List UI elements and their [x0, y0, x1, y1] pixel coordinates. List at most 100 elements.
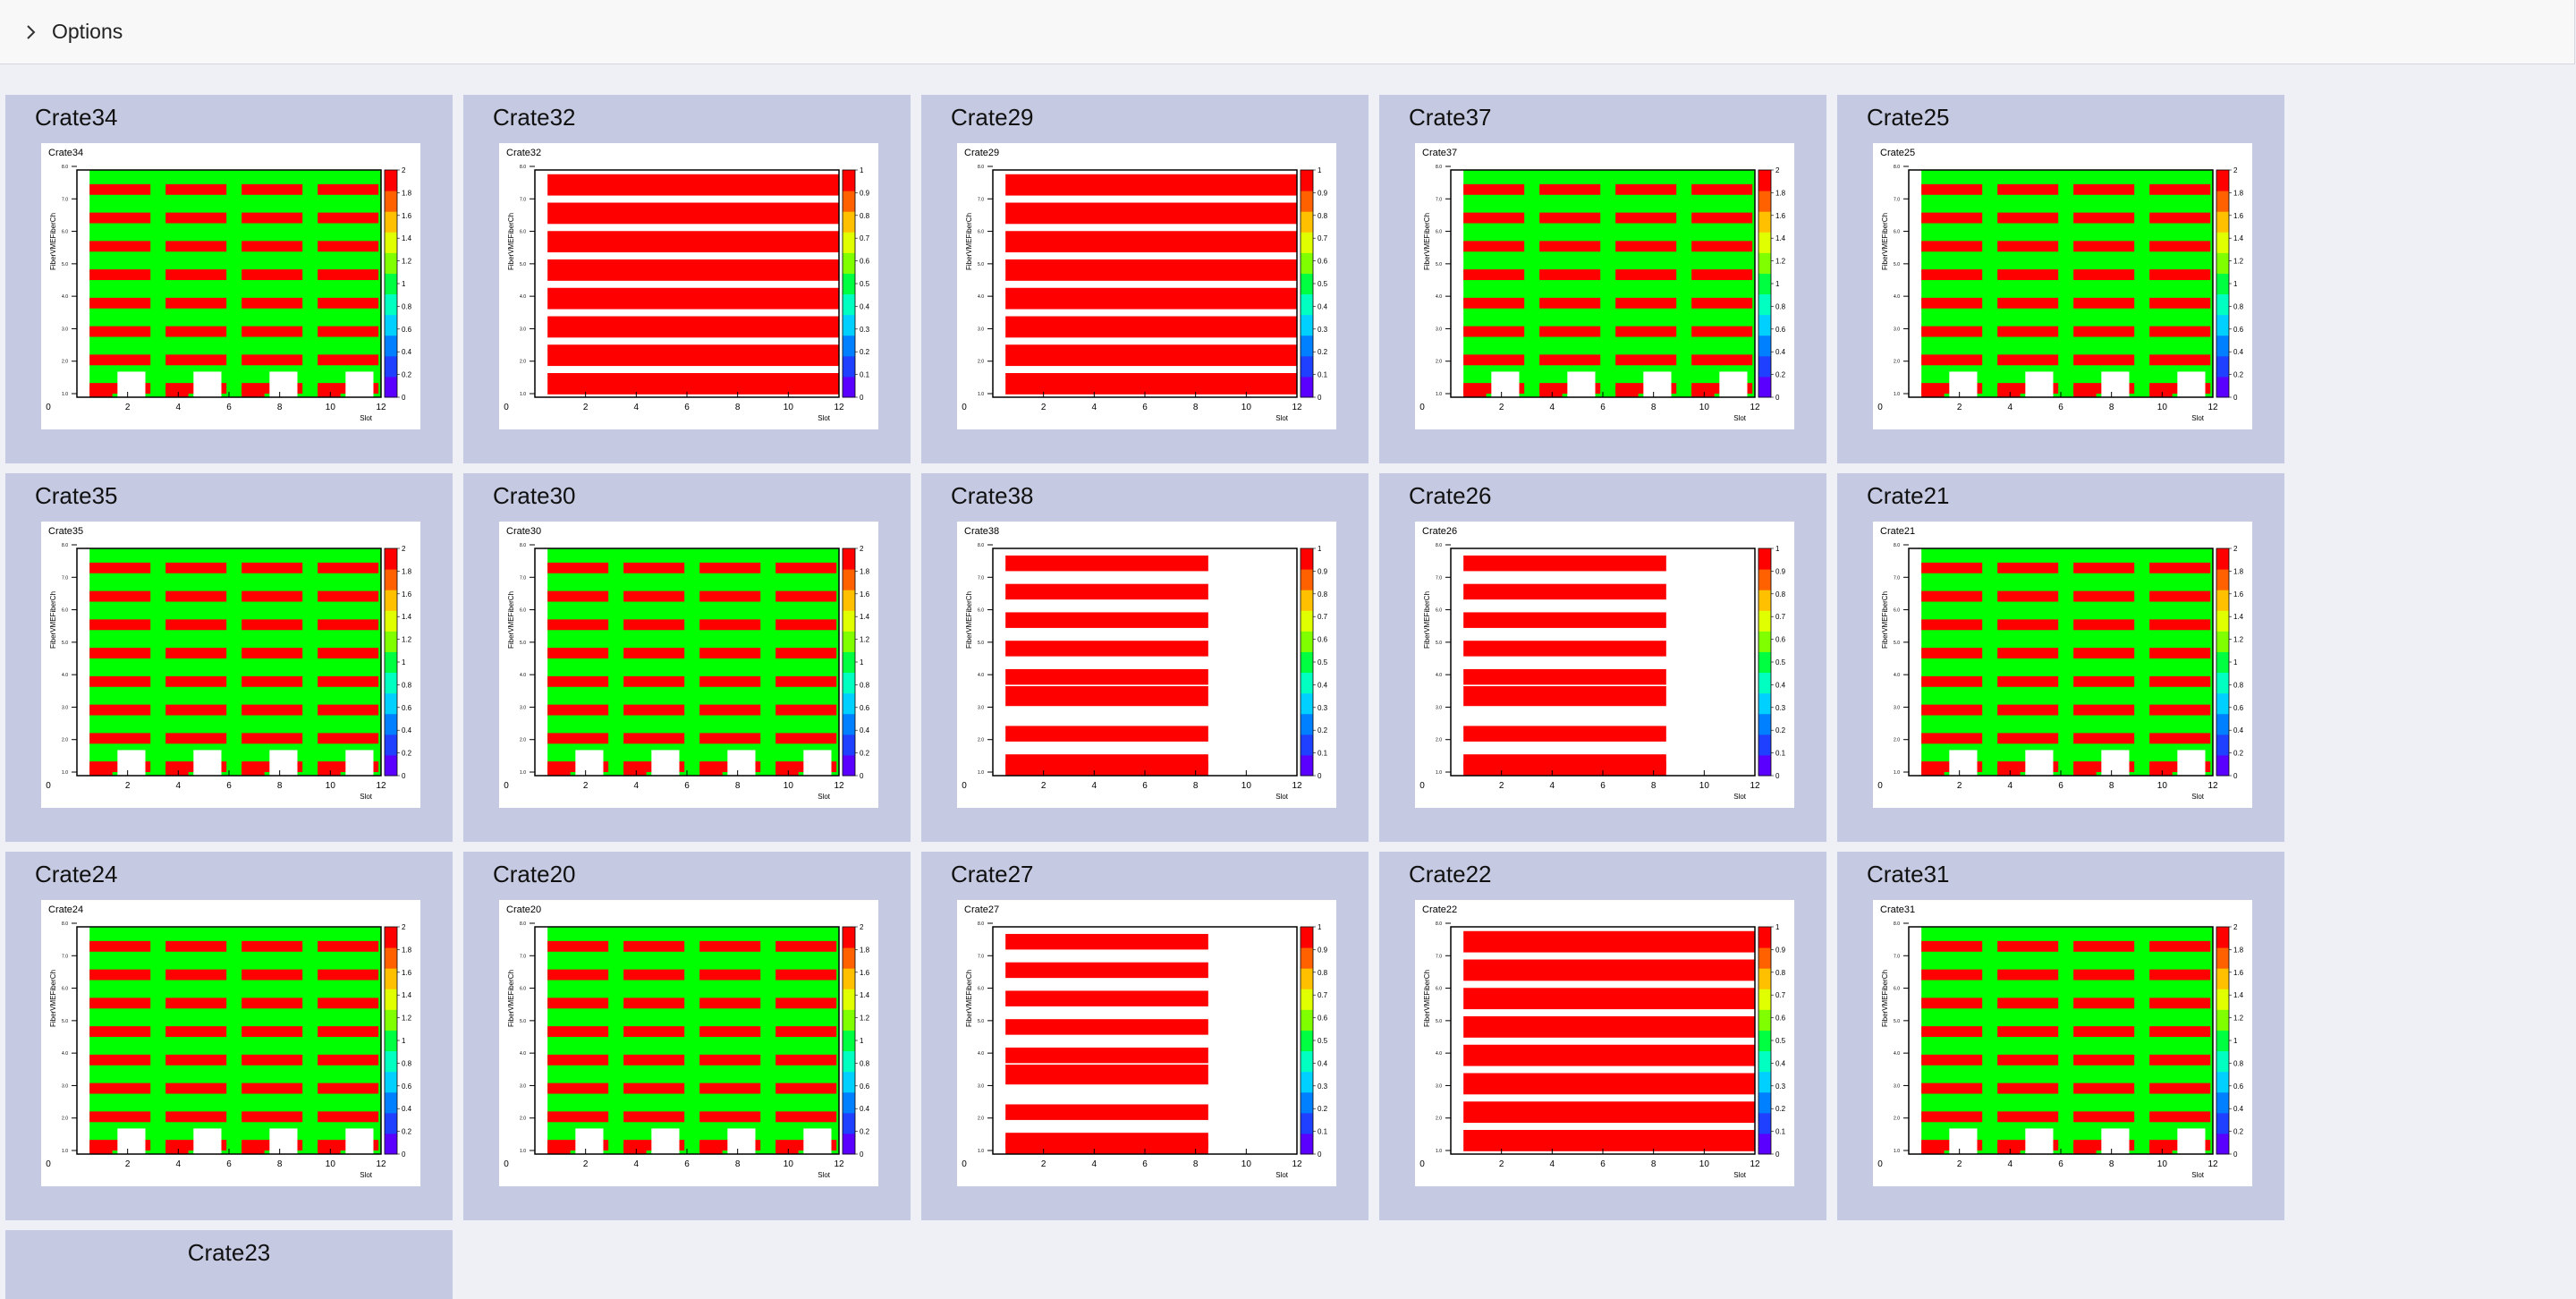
palette-tick-label: 0.4 [402, 348, 412, 356]
y-tick-label: 3.0 [978, 327, 984, 332]
y-tick-label: 7.0 [1436, 575, 1442, 581]
palette-segment [2216, 211, 2229, 233]
histogram-plot: Crate34 0 2 4 6 8 10 12 Slot 1.0 2.0 3.0 4.0 5.0 6.0 7.… [41, 143, 420, 429]
crate-title: Crate31 [1867, 861, 1950, 887]
palette-segment [385, 947, 397, 969]
x-tick-label: 6 [226, 1159, 232, 1169]
error-cell [623, 675, 685, 687]
palette-segment [1301, 672, 1313, 694]
y-tick-label: 8.0 [520, 165, 526, 170]
empty-cell [1643, 371, 1672, 397]
chevron-right-icon [25, 24, 38, 39]
error-cell [623, 1082, 685, 1094]
x-tick-label: 10 [1699, 403, 1710, 412]
error-cell [1997, 648, 2059, 659]
x-tick-label: 4 [1550, 1159, 1555, 1169]
palette-segment [385, 252, 397, 274]
error-cell [89, 998, 151, 1009]
error-cell [547, 969, 609, 981]
error-cell [1005, 962, 1208, 979]
x-tick-label: 10 [784, 781, 794, 791]
error-cell [1539, 386, 1563, 397]
histogram-plot: Crate21 0 2 4 6 8 10 12 Slot 1.0 2.0 3.0 4.0 5.0 6.0 7.… [1873, 522, 2252, 808]
palette-segment [2216, 590, 2229, 611]
y-tick-label: 7.0 [1894, 575, 1900, 581]
x-tick-label: 0 [504, 1159, 509, 1169]
options-toggle[interactable]: Options [0, 0, 2575, 64]
error-cell [1997, 590, 2059, 602]
error-cell [242, 940, 303, 952]
histogram-cells [547, 174, 839, 395]
crate-card: Crate37 Crate37 0 2 4 6 8 10 12 Slot 1.0 2.0 3.0 4.0 5… [1379, 95, 1826, 463]
x-tick-label: 10 [1699, 1159, 1710, 1169]
x-tick-label: 2 [125, 1159, 131, 1169]
error-cell [89, 1111, 151, 1123]
palette-tick-label: 1.4 [402, 991, 412, 999]
palette-tick-label: 0.1 [1775, 1128, 1786, 1136]
palette-segment [2216, 1071, 2229, 1093]
palette-tick-label: 0.2 [1775, 726, 1786, 734]
palette-segment [2216, 314, 2229, 336]
error-cell [242, 212, 303, 224]
y-tick-label: 2.0 [62, 360, 68, 365]
palette-segment [385, 754, 397, 777]
y-tick-label: 7.0 [520, 575, 526, 581]
error-cell [1997, 269, 2059, 281]
palette-tick-label: 0 [1775, 1150, 1780, 1159]
error-cell [623, 940, 685, 952]
palette-tick-label: 0.6 [2233, 704, 2244, 712]
error-cell [1615, 241, 1677, 252]
crate-title: Crate29 [951, 104, 1034, 131]
crate-card: Crate22 Crate22 0 2 4 6 8 10 12 Slot 1.0 2.0 3.0 4.0 5… [1379, 852, 1826, 1220]
palette-tick-label: 0.4 [1775, 348, 1786, 356]
error-cell [1463, 959, 1755, 981]
error-cell [1005, 316, 1297, 338]
x-tick-label: 12 [2207, 781, 2218, 791]
y-tick-label: 3.0 [62, 327, 68, 332]
palette-tick-label: 1.6 [1775, 212, 1786, 220]
error-cell [1921, 297, 1983, 309]
x-axis-label: Slot [2191, 414, 2205, 422]
y-axis-label: FiberVMEFiberCh [1423, 591, 1431, 649]
palette-tick-label: 1 [860, 166, 864, 174]
y-tick-label: 1.0 [978, 1149, 984, 1154]
palette-tick-label: 0.9 [1318, 189, 1328, 197]
x-tick-label: 6 [1600, 781, 1606, 791]
palette-segment [1301, 1071, 1313, 1093]
palette-segment [1758, 1133, 1771, 1155]
x-tick-label: 10 [1699, 781, 1710, 791]
error-cell [1997, 1082, 2059, 1094]
palette-tick-label: 2 [860, 923, 864, 931]
error-cell [2073, 940, 2135, 952]
histogram-cells [1921, 170, 2213, 397]
y-tick-label: 5.0 [1436, 641, 1442, 646]
y-tick-label: 3.0 [62, 1083, 68, 1089]
palette-segment [385, 335, 397, 357]
x-tick-label: 10 [326, 403, 336, 412]
y-tick-label: 8.0 [1436, 921, 1442, 927]
palette-segment [843, 989, 855, 1010]
palette-tick-label: 1.4 [2233, 991, 2244, 999]
error-cell [318, 969, 379, 981]
error-cell [547, 231, 839, 253]
palette-tick-label: 1 [402, 1037, 406, 1045]
error-cell [1005, 1064, 1208, 1085]
x-tick-label: 8 [2109, 1159, 2114, 1169]
error-cell [699, 562, 761, 573]
palette-segment [385, 610, 397, 632]
error-cell [547, 1111, 609, 1123]
x-tick-label: 2 [1041, 781, 1046, 791]
x-tick-label: 2 [1499, 781, 1504, 791]
y-tick-label: 6.0 [1436, 608, 1442, 614]
error-cell [2149, 619, 2211, 631]
x-tick-label: 10 [2157, 403, 2168, 412]
x-tick-label: 8 [277, 1159, 283, 1169]
error-cell [1997, 183, 2059, 195]
error-cell [1005, 933, 1208, 950]
y-tick-label: 7.0 [978, 197, 984, 202]
y-axis-label: FiberVMEFiberCh [965, 213, 973, 270]
error-cell [242, 386, 265, 397]
y-tick-label: 6.0 [1894, 608, 1900, 614]
palette-tick-label: 0 [1318, 394, 1322, 402]
error-cell [2073, 183, 2135, 195]
